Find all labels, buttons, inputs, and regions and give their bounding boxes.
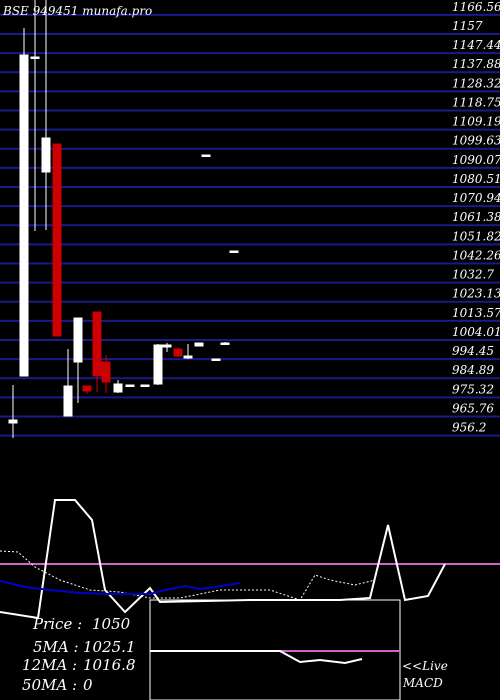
price-value: 1050 [92,615,131,633]
candle-body [211,358,221,361]
price-tick-label: 1118.75 [452,96,500,110]
info-readout: Price : 1050 5MA : 1025.1 12MA : 1016.8 … [22,615,136,694]
ma50-value: 0 [83,676,93,694]
candle-body [63,385,73,417]
price-tick-label: 1032.7 [452,268,494,282]
candle-body [173,348,183,357]
price-axis-labels: 1166.56 1157 1147.44 1137.88 1128.32 1118.75 1… [452,0,500,435]
price-tick-label: 1061.38 [452,210,500,224]
price-tick-label: 984.89 [452,363,494,377]
candle-body [82,385,92,392]
candle-body [113,383,123,393]
candle-body [194,342,204,347]
ma5-value: 1025.1 [83,638,136,656]
candle-body [201,154,211,157]
price-tick-label: 994.45 [452,344,494,358]
price-tick-label: 1128.32 [452,76,500,90]
price-panel: 1166.56 1157 1147.44 1137.88 1128.32 1118.75 1… [0,0,500,438]
macd-line [150,650,363,665]
ma12-value: 1016.8 [83,656,136,674]
indicator-lines [0,499,446,620]
price-tick-label: 1013.57 [452,306,500,320]
price-tick-label: 1004.01 [452,325,500,339]
candle-body [41,137,51,173]
price-tick-label: 1099.63 [452,134,500,148]
price-gridlines [0,13,500,437]
candle-body [125,384,135,387]
live-label: <<Live [402,659,448,673]
candle-body [19,54,29,377]
price-tick-label: 1090.07 [452,153,500,167]
price-tick-label: 1051.82 [452,229,500,243]
oscillator-line [0,499,446,620]
macd-label: MACD [402,676,443,690]
indicator-panel [0,499,500,620]
price-label: Price : [32,615,82,633]
price-tick-label: 1137.88 [452,57,500,71]
ma5-label: 5MA : [33,638,79,656]
price-tick-label: 1109.19 [452,115,500,129]
price-tick-label: 1080.51 [452,172,500,186]
price-tick-label: 956.2 [452,421,486,435]
candle-body [8,419,18,424]
ma50-label: 50MA : [22,676,77,694]
candle-body [101,361,111,383]
candle-body [162,344,172,348]
moving-average-line [0,580,241,595]
price-tick-label: 1023.13 [452,287,500,301]
indicator-dotted-line [0,550,376,601]
price-tick-label: 975.32 [452,382,494,396]
candle-body [220,342,230,345]
candle-body [183,355,193,359]
chart-title: BSE 949451 munafa.pro [2,4,152,18]
ma12-label: 12MA : [22,656,77,674]
candle-body [153,344,163,385]
price-tick-label: 1042.26 [452,248,500,262]
macd-lines [150,650,363,665]
candle-body [73,317,83,363]
price-tick-label: 1157 [452,19,483,33]
price-tick-label: 1070.94 [452,191,500,205]
candle-body [52,143,62,337]
candle-body [92,311,102,377]
price-tick-label: 1147.44 [452,38,500,52]
candle-body [140,384,150,387]
candle-body [30,56,40,59]
price-tick-label: 965.76 [452,401,494,415]
candle-body [229,250,239,253]
price-tick-label: 1166.56 [452,0,500,14]
candlesticks [8,0,239,438]
